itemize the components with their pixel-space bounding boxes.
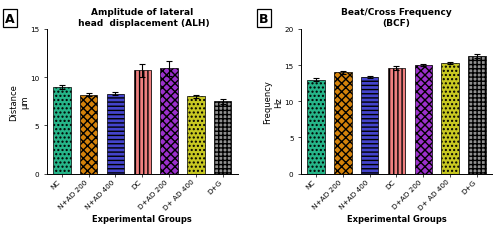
Bar: [334, 73, 351, 174]
Bar: [214, 102, 232, 174]
Bar: [187, 97, 204, 174]
X-axis label: Experimental Groups: Experimental Groups: [92, 214, 192, 223]
Y-axis label: Frequency
Hz: Frequency Hz: [264, 80, 283, 124]
Title: Beat/Cross Frequency
(BCF): Beat/Cross Frequency (BCF): [341, 8, 452, 28]
Bar: [388, 69, 405, 174]
Bar: [361, 77, 378, 174]
Text: A: A: [5, 12, 15, 25]
Bar: [308, 80, 324, 174]
Y-axis label: Distance
μm: Distance μm: [10, 83, 29, 120]
Bar: [468, 56, 485, 174]
Bar: [442, 64, 459, 174]
Text: B: B: [260, 12, 269, 25]
Bar: [134, 71, 151, 174]
Bar: [80, 95, 98, 174]
Bar: [107, 94, 124, 174]
Title: Amplitude of lateral
 head  displacement (ALH): Amplitude of lateral head displacement (…: [75, 8, 210, 28]
Bar: [414, 66, 432, 174]
Bar: [53, 87, 70, 174]
X-axis label: Experimental Groups: Experimental Groups: [346, 214, 446, 223]
Bar: [160, 69, 178, 174]
